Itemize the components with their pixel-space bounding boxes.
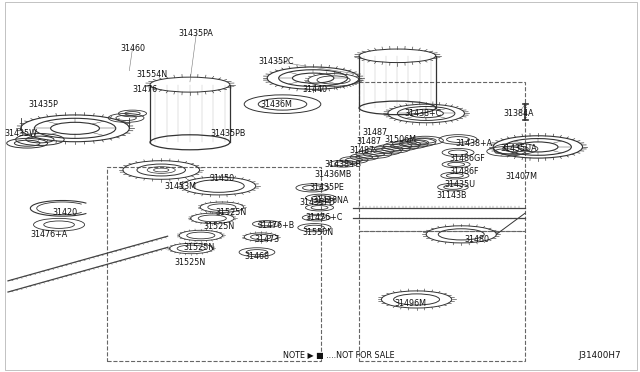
Text: 31487: 31487 [362, 128, 388, 137]
Text: 31476: 31476 [132, 85, 158, 94]
Text: 31487: 31487 [356, 137, 381, 146]
Text: 31525N: 31525N [203, 222, 234, 231]
Text: 31525N: 31525N [174, 258, 205, 267]
Text: 31384A: 31384A [504, 109, 534, 118]
Text: 31554N: 31554N [136, 70, 167, 79]
Bar [359, 231, 525, 361]
Text: 31435PC: 31435PC [259, 57, 294, 66]
Text: NOTE ▶ ■ ....NOT FOR SALE: NOTE ▶ ■ ....NOT FOR SALE [282, 351, 394, 360]
Text: 31486GF: 31486GF [450, 154, 486, 163]
Text: 31440: 31440 [302, 85, 327, 94]
Text: 31486F: 31486F [450, 167, 479, 176]
Text: 31468: 31468 [244, 252, 269, 261]
Text: 31550N: 31550N [302, 228, 333, 237]
Text: 31476+A: 31476+A [31, 230, 68, 239]
Text: J31400H7: J31400H7 [578, 351, 621, 360]
Text: 31496M: 31496M [394, 299, 426, 308]
Text: 31435W: 31435W [4, 129, 37, 138]
Text: 31438+B: 31438+B [324, 160, 362, 169]
Text: 31435PE: 31435PE [310, 183, 344, 192]
Text: 31420: 31420 [53, 208, 78, 217]
Text: 31435P: 31435P [28, 100, 58, 109]
Text: 31453M: 31453M [164, 182, 196, 190]
Text: 31487: 31487 [349, 146, 375, 155]
Text: 31436NA: 31436NA [312, 196, 349, 205]
Text: 31436M: 31436M [260, 100, 292, 109]
Text: 31436MB: 31436MB [315, 170, 352, 179]
Text: 31143B: 31143B [436, 191, 467, 200]
Text: 31525N: 31525N [184, 243, 215, 252]
Text: 31480: 31480 [465, 235, 490, 244]
Text: 31435PD: 31435PD [300, 198, 335, 207]
Text: 31450: 31450 [209, 174, 234, 183]
Bar [359, 82, 525, 231]
Bar [107, 167, 321, 361]
Text: 31435UA: 31435UA [500, 144, 537, 153]
Text: 31525N: 31525N [216, 208, 247, 217]
Text: 31435PA: 31435PA [179, 29, 214, 38]
Text: 31438+C: 31438+C [404, 109, 442, 118]
Text: 31435PB: 31435PB [211, 129, 246, 138]
Text: 31460: 31460 [120, 44, 145, 53]
Text: 31407M: 31407M [506, 172, 538, 181]
Text: 31435U: 31435U [444, 180, 476, 189]
Text: 31476+B: 31476+B [257, 221, 295, 230]
Text: 31506M: 31506M [385, 135, 417, 144]
Text: 31476+C: 31476+C [305, 213, 342, 222]
Text: 31473: 31473 [254, 235, 279, 244]
Text: 31438+A: 31438+A [456, 139, 493, 148]
